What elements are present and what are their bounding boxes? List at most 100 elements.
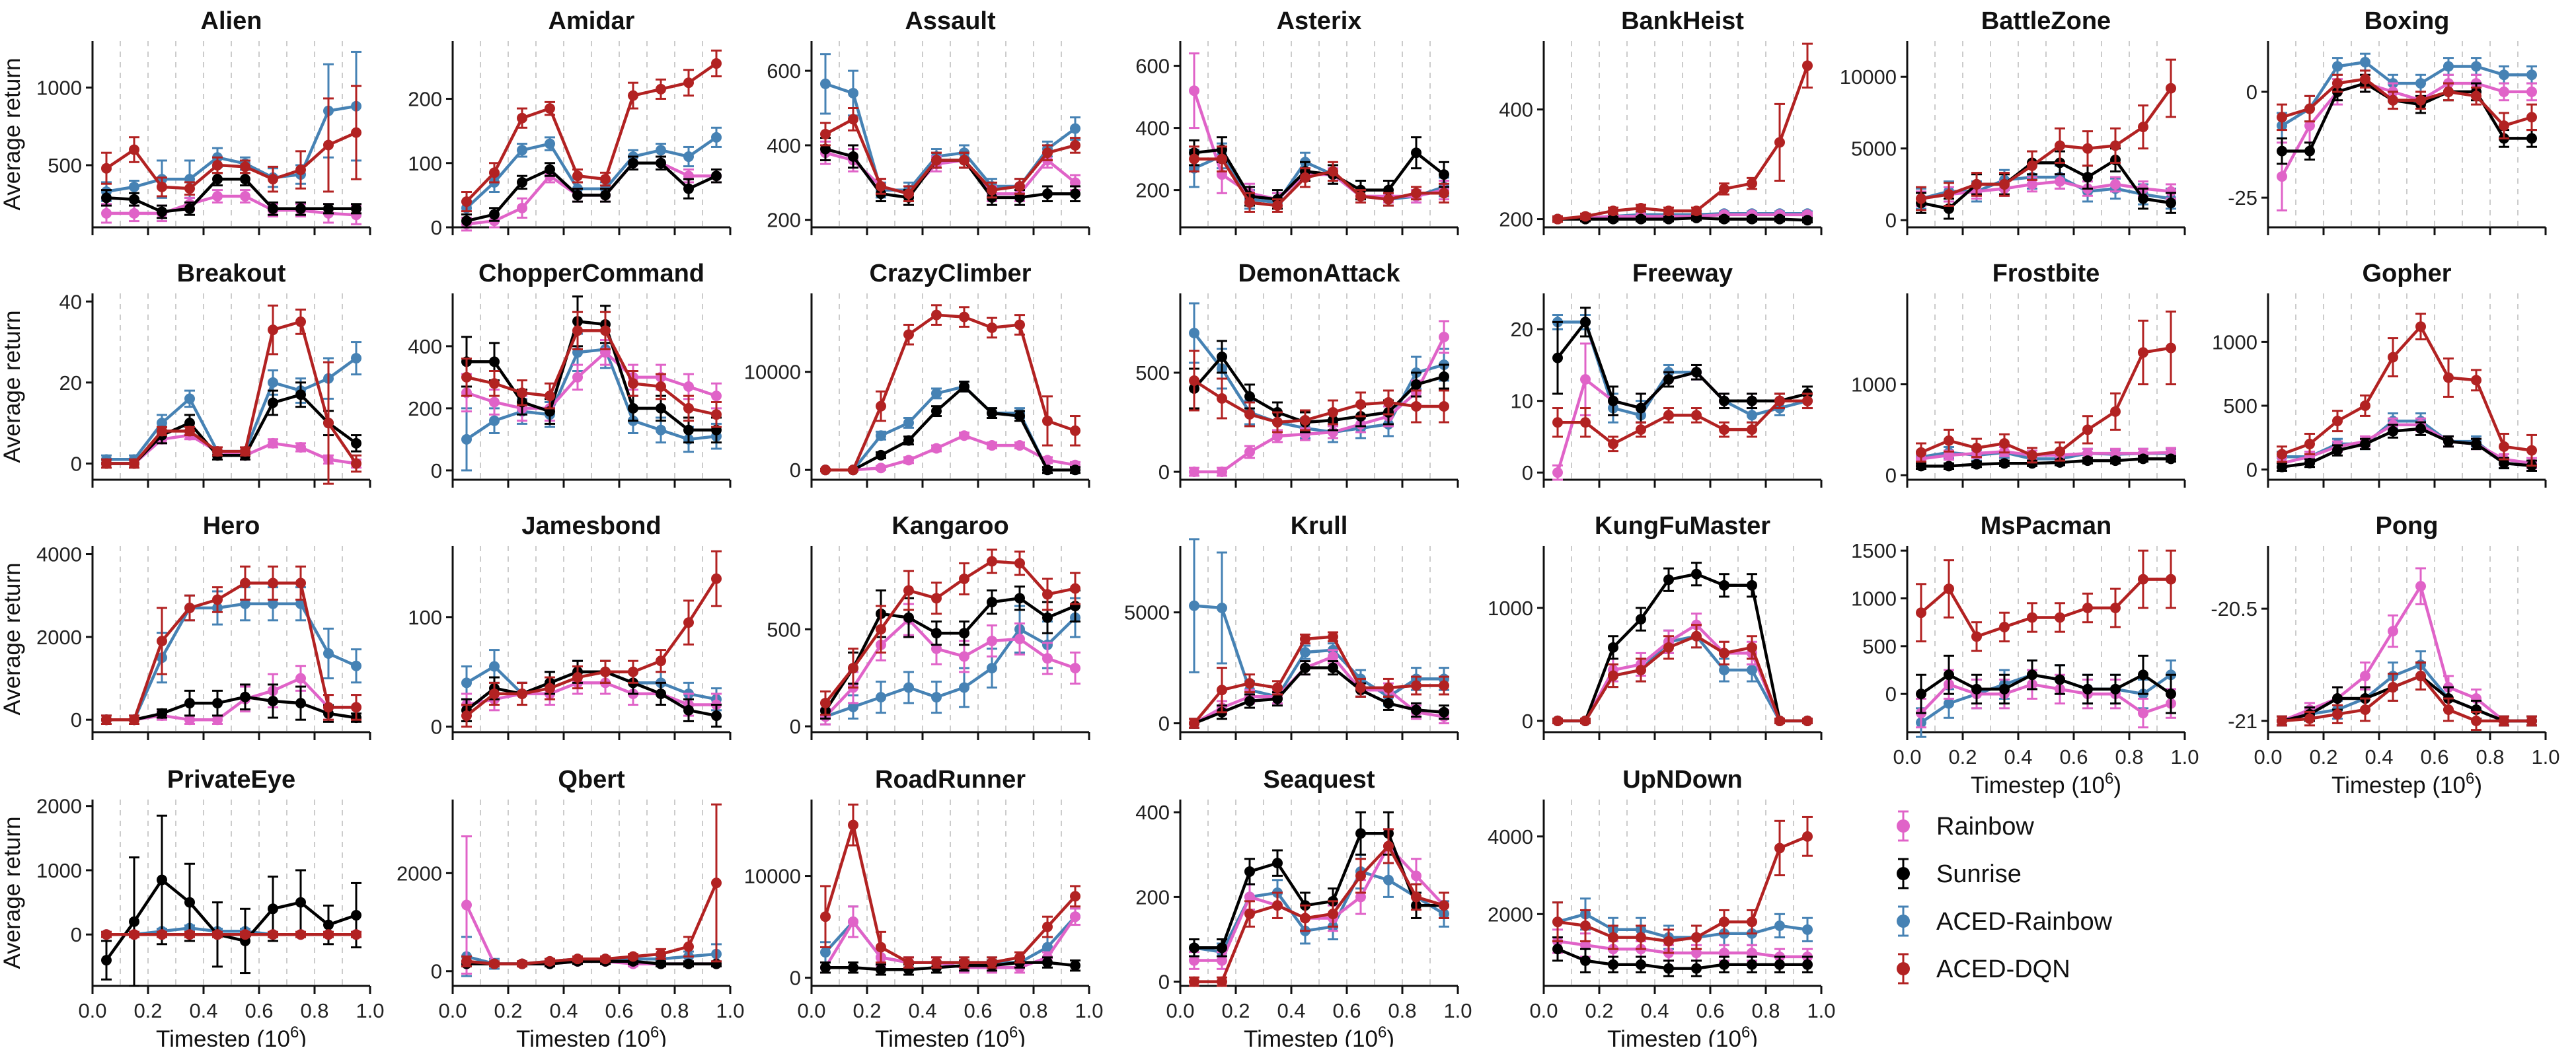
data-point [959,381,969,392]
y-tick-label: 0 [1158,712,1170,735]
panel-title: CrazyClimber [870,260,1032,287]
panel-title: MsPacman [1981,512,2112,540]
data-point [1042,589,1053,599]
data-point [2277,462,2287,472]
data-point [1411,401,1421,412]
y-tick-label: 0 [1885,464,1897,487]
data-point [129,208,139,219]
data-point [2110,603,2121,613]
data-point [1189,977,1199,987]
data-point [1580,317,1591,327]
data-point [572,190,583,200]
data-point [545,391,555,401]
data-point [1189,718,1199,729]
data-point [545,956,555,967]
data-point [1608,671,1618,681]
data-point [1802,215,1813,225]
data-point [268,174,278,184]
data-point [1217,942,1227,953]
data-point [1636,203,1646,213]
data-point [1944,583,1954,594]
data-point [240,446,250,457]
data-point [1552,467,1563,478]
data-point [184,183,195,194]
data-point [2526,112,2537,122]
x-axis-label-text: Timestep (10 [1244,1026,1378,1047]
data-point [931,692,942,702]
x-axis-label-text: Timestep (10 [156,1026,290,1047]
x-tick-label: 1.0 [356,999,384,1022]
data-point [1636,665,1646,675]
data-point [1999,684,2010,694]
data-point [212,174,223,184]
panel-title: DemonAttack [1238,260,1401,287]
y-axis-label: Average return [0,563,25,716]
data-point [1014,593,1025,603]
panel-title: KungFuMaster [1595,512,1770,540]
data-point [1971,631,1982,642]
data-point [323,648,334,659]
data-point [157,426,167,436]
data-point [489,959,500,969]
x-axis-label-exponent: 6 [2105,770,2113,788]
data-point [1355,870,1366,881]
data-point [1719,648,1729,658]
x-axis-label: Timestep (106) [516,1024,667,1047]
data-point [2027,161,2037,171]
x-axis-label-text: Timestep (10 [516,1026,650,1047]
data-point [572,325,583,336]
data-point [545,683,555,694]
data-point [628,91,638,101]
data-point [1999,438,2010,449]
data-point [600,325,611,336]
data-point [2027,450,2037,461]
data-point [1189,942,1199,953]
y-tick-label: 0 [1885,683,1897,706]
panel-title: Assault [905,7,996,35]
data-point [876,181,886,192]
data-point [987,957,997,968]
series-line [467,350,716,439]
data-point [2415,581,2426,591]
y-tick-label: 4000 [1488,825,1533,848]
data-point [2332,445,2343,456]
data-point [2277,146,2287,157]
data-point [489,661,500,671]
y-tick-label: 600 [767,59,801,83]
data-point [1355,828,1366,839]
y-tick-label: 20 [59,371,82,394]
data-point [820,129,831,139]
data-point [1014,319,1025,330]
data-point [683,959,694,969]
data-point [1383,397,1394,408]
data-point [1608,642,1618,653]
data-point [240,578,250,588]
panel-title: Kangaroo [891,512,1008,540]
data-point [323,929,334,940]
data-point [129,182,139,192]
data-point [1774,396,1785,406]
data-point [572,170,583,181]
data-point [683,425,694,435]
x-axis-label-close: ) [1386,1026,1394,1047]
data-point [1355,191,1366,202]
data-point [129,917,139,927]
data-point [2360,439,2370,449]
x-tick-label: 1.0 [716,999,744,1022]
data-point [240,174,250,184]
data-point [711,132,722,143]
data-point [489,356,500,367]
x-axis-label: Timestep (106) [1244,1024,1394,1047]
data-point [1411,379,1421,390]
data-point [1439,401,1449,412]
data-point [2110,140,2121,151]
data-point [600,174,611,184]
data-point [323,702,334,712]
data-point [1802,60,1813,71]
x-tick-label: 0.2 [1221,999,1250,1022]
data-point [1747,396,1757,406]
data-point [711,710,722,721]
